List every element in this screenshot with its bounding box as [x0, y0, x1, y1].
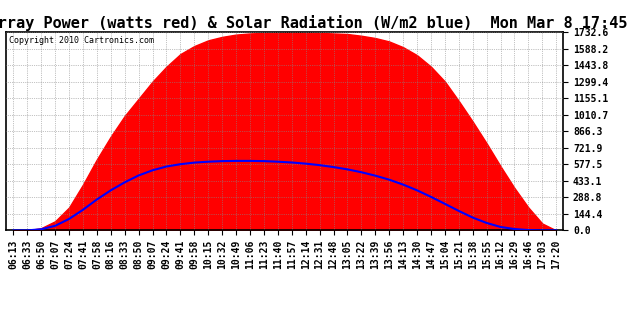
- Text: Copyright 2010 Cartronics.com: Copyright 2010 Cartronics.com: [9, 36, 154, 45]
- Title: West Array Power (watts red) & Solar Radiation (W/m2 blue)  Mon Mar 8 17:45: West Array Power (watts red) & Solar Rad…: [0, 15, 627, 31]
